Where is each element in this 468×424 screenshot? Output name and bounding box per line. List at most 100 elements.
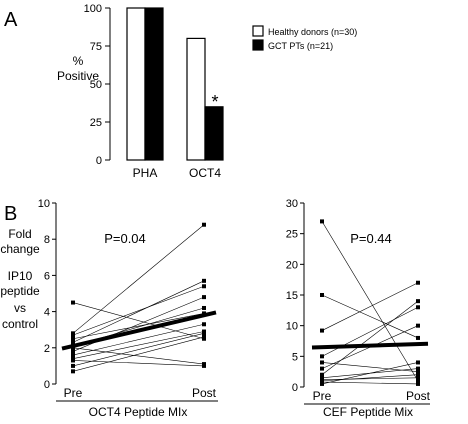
bar-gct-oct4 <box>204 106 224 161</box>
subject-line-cef <box>321 374 419 382</box>
y-tick-label-oct4: 10 <box>38 198 50 210</box>
y-tick-label-cef: 15 <box>286 290 298 302</box>
post-point-cef <box>416 366 420 371</box>
post-point-cef <box>416 372 420 377</box>
x-label-pre-cef: Pre <box>313 389 332 403</box>
subject-line-oct4 <box>72 285 205 336</box>
post-point-oct4 <box>202 363 206 368</box>
pre-point-cef <box>320 360 324 365</box>
subject-line-oct4 <box>72 333 205 367</box>
subject-line-cef <box>321 377 419 380</box>
p-value-cef: P=0.44 <box>350 231 392 246</box>
line-chart-cef: P=0.44 CEF Peptide Mix 0 5 10 15 20 25 30 Pre Po… <box>286 198 431 419</box>
post-point-cef <box>416 305 420 310</box>
post-point-oct4 <box>202 278 206 283</box>
subject-line-oct4 <box>72 331 205 359</box>
post-point-cef <box>416 280 420 285</box>
pre-point-cef <box>320 293 324 297</box>
subject-line-cef <box>321 300 419 375</box>
y-tick-label-oct4: 0 <box>44 379 50 391</box>
x-category-label-a: PHA <box>133 166 158 180</box>
ylabel-line-1: % <box>73 54 84 68</box>
subject-line-oct4 <box>72 280 205 343</box>
pre-point-cef <box>320 219 324 224</box>
significance-star: * <box>211 92 218 112</box>
subject-line-oct4 <box>72 224 205 334</box>
ylabel-vs: vs <box>14 301 26 315</box>
pre-point-oct4 <box>71 369 75 374</box>
pre-point-cef <box>320 381 324 386</box>
pre-point-oct4 <box>71 336 75 341</box>
trend-line-oct4 <box>61 310 217 351</box>
post-point-oct4 <box>202 305 206 310</box>
line-chart-oct4: Fold change IP10 peptide vs control P=0.… <box>0 198 218 419</box>
bar-chart-panel-a: % Positive * 0 25 50 75 100 PHA OCT4 Healthy do… <box>57 3 357 180</box>
panel-label-a: A <box>4 9 18 31</box>
y-tick-label-a: 75 <box>90 41 102 53</box>
xlabel-cef: CEF Peptide Mix <box>323 405 413 419</box>
pre-point-cef <box>320 366 324 371</box>
bar-healthy-pha <box>126 7 146 161</box>
subject-line-oct4 <box>72 336 205 372</box>
pre-point-oct4 <box>71 358 75 363</box>
y-tick-label-a: 50 <box>90 79 102 91</box>
pre-point-oct4 <box>71 340 75 345</box>
subject-line-cef <box>321 282 419 331</box>
post-point-oct4 <box>202 331 206 336</box>
post-point-cef <box>416 335 420 340</box>
pre-point-cef <box>320 372 324 377</box>
y-tick-label-cef: 0 <box>292 382 298 394</box>
subject-line-oct4 <box>72 360 205 367</box>
legend-swatch-0 <box>252 25 264 37</box>
bar-healthy-oct4 <box>186 37 206 161</box>
post-point-cef <box>416 375 420 380</box>
y-tick-label-oct4: 6 <box>44 270 50 282</box>
ylabel-control: control <box>2 317 38 331</box>
x-label-post-oct4: Post <box>192 386 217 400</box>
y-tick-label-oct4: 8 <box>44 234 50 246</box>
subject-line-cef <box>321 221 419 382</box>
p-value-oct4: P=0.04 <box>104 231 146 246</box>
ylabel-ip10: IP10 <box>8 269 33 283</box>
ylabel-peptide: peptide <box>0 284 40 298</box>
trend-line-cef <box>311 341 429 350</box>
post-point-cef <box>416 378 420 383</box>
legend-label-0: Healthy donors (n=30) <box>268 27 357 37</box>
y-tick-label-cef: 30 <box>286 198 298 210</box>
x-label-post-cef: Post <box>406 389 431 403</box>
subject-line-oct4 <box>72 323 205 356</box>
x-label-pre-oct4: Pre <box>64 386 83 400</box>
post-point-cef <box>416 323 420 328</box>
pre-point-cef <box>320 354 324 359</box>
y-tick-label-a: 0 <box>96 155 102 167</box>
subject-line-cef <box>321 294 419 339</box>
y-tick-label-oct4: 2 <box>44 343 50 355</box>
pre-point-oct4 <box>71 363 75 368</box>
subject-line-oct4 <box>72 347 205 365</box>
post-point-cef <box>416 381 420 386</box>
y-tick-label-cef: 10 <box>286 321 298 333</box>
pre-point-cef <box>320 328 324 333</box>
pre-point-oct4 <box>71 353 75 358</box>
post-point-oct4 <box>202 322 206 327</box>
subject-line-oct4 <box>72 302 205 340</box>
xlabel-oct4: OCT4 Peptide MIx <box>89 405 188 419</box>
ylabel-fold: Fold <box>8 227 31 241</box>
post-point-oct4 <box>202 222 206 227</box>
bar-gct-pha <box>144 7 164 161</box>
y-tick-label-a: 25 <box>90 117 102 129</box>
x-category-label-a: OCT4 <box>189 166 221 180</box>
legend-swatch-1 <box>252 39 264 51</box>
pre-point-oct4 <box>71 349 75 354</box>
subject-line-cef <box>321 381 419 385</box>
y-tick-label-cef: 20 <box>286 259 298 271</box>
ylabel-line-2: Positive <box>57 69 99 83</box>
panel-label-b: B <box>4 203 17 225</box>
y-tick-label-cef: 25 <box>286 229 298 241</box>
post-point-cef <box>416 369 420 374</box>
post-point-cef <box>416 299 420 304</box>
pre-point-oct4 <box>71 333 75 338</box>
ylabel-change: change <box>0 242 40 256</box>
y-tick-label-a: 100 <box>84 3 102 15</box>
